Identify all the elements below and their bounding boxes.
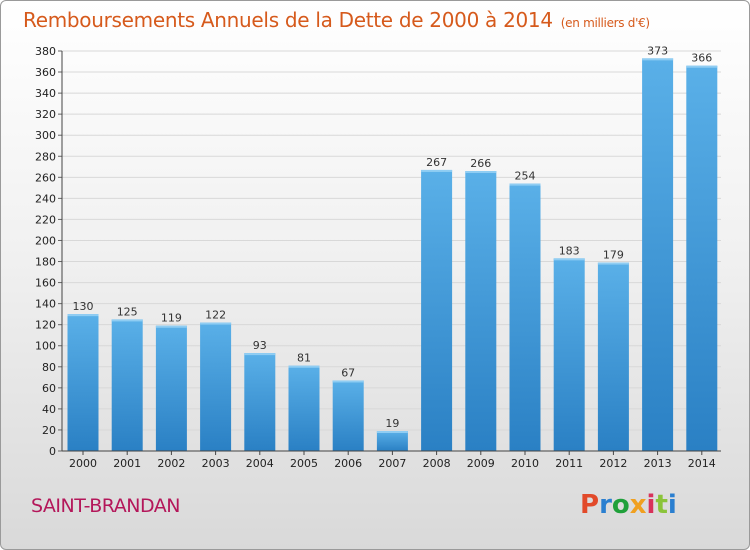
- x-tick-label: 2014: [688, 457, 716, 470]
- bar: [67, 314, 99, 451]
- bar-highlight: [288, 365, 320, 368]
- chart-title: Remboursements Annuels de la Dette de 20…: [23, 8, 650, 32]
- bar: [509, 183, 541, 451]
- y-tick-label: 100: [35, 340, 56, 353]
- bar-highlight: [509, 183, 541, 186]
- logo-letter: r: [599, 490, 612, 520]
- data-label: 93: [253, 339, 267, 352]
- bar-highlight: [244, 353, 276, 356]
- y-tick-label: 180: [35, 256, 56, 269]
- y-tick-label: 280: [35, 150, 56, 163]
- data-label: 266: [470, 157, 491, 170]
- x-tick-label: 2005: [290, 457, 318, 470]
- bar-highlight: [111, 319, 143, 322]
- data-label: 183: [559, 244, 580, 257]
- data-label: 81: [297, 352, 311, 365]
- data-label: 19: [385, 417, 399, 430]
- y-tick-label: 40: [42, 403, 56, 416]
- chart-unit: (en milliers d'€): [560, 16, 650, 30]
- y-tick-label: 220: [35, 213, 56, 226]
- x-tick-label: 2010: [511, 457, 539, 470]
- logo-letter: P: [580, 490, 600, 520]
- x-tick-label: 2006: [334, 457, 362, 470]
- bar: [597, 262, 629, 451]
- y-tick-label: 120: [35, 319, 56, 332]
- y-tick-label: 300: [35, 129, 56, 142]
- x-tick-label: 2012: [599, 457, 627, 470]
- proxiti-logo: Proxiti: [580, 490, 677, 520]
- bar-highlight: [553, 258, 585, 261]
- bar: [200, 322, 232, 451]
- y-tick-label: 260: [35, 171, 56, 184]
- data-label: 67: [341, 366, 355, 379]
- data-label: 267: [426, 156, 447, 169]
- bars: 130 125 119 122 93 81 67 19 267 266 254 183 179 373 36…: [67, 44, 718, 452]
- x-tick-label: 2002: [157, 457, 185, 470]
- x-tick-label: 2003: [202, 457, 230, 470]
- bar: [111, 319, 143, 451]
- x-tick-label: 2013: [644, 457, 672, 470]
- y-tick-label: 340: [35, 87, 56, 100]
- y-tick-label: 200: [35, 234, 56, 247]
- x-tick-label: 2001: [113, 457, 141, 470]
- y-axis: 0 20 40 60 80 100 120 140 160 180 200 220 240 260 280 3…: [35, 45, 63, 458]
- bar: [553, 258, 585, 451]
- bar-highlight: [597, 262, 629, 265]
- data-label: 119: [161, 312, 182, 325]
- y-tick-label: 60: [42, 382, 56, 395]
- data-label: 130: [73, 300, 94, 313]
- bar: [332, 380, 364, 451]
- data-label: 122: [205, 309, 226, 322]
- commune-name: SAINT-BRANDAN: [31, 495, 180, 517]
- logo-letter: i: [646, 490, 656, 520]
- bar-highlight: [67, 314, 99, 317]
- y-tick-label: 0: [49, 445, 56, 458]
- y-tick-label: 240: [35, 192, 56, 205]
- bar-highlight: [421, 169, 453, 172]
- x-tick-label: 2008: [423, 457, 451, 470]
- data-label: 366: [691, 52, 712, 65]
- bar: [288, 365, 320, 451]
- x-tick-label: 2007: [378, 457, 406, 470]
- data-label: 254: [515, 170, 536, 183]
- x-tick-label: 2011: [555, 457, 583, 470]
- bar: [465, 171, 497, 451]
- y-tick-label: 160: [35, 277, 56, 290]
- y-tick-label: 360: [35, 66, 56, 79]
- bar: [244, 353, 276, 451]
- logo-letter: i: [667, 490, 677, 520]
- x-axis: 2000 2001 2002 2003 2004 2005 2006 2007 2008 2009…: [62, 450, 721, 470]
- bar: [376, 431, 408, 451]
- bar-highlight: [332, 380, 364, 383]
- bar-highlight: [376, 431, 408, 433]
- bar: [155, 325, 187, 451]
- logo-letter: o: [611, 490, 630, 520]
- logo-letter: t: [655, 490, 668, 520]
- bar-highlight: [155, 325, 187, 328]
- bar-highlight: [465, 171, 497, 173]
- bar: [686, 65, 718, 451]
- logo-letter: x: [629, 490, 647, 520]
- data-label: 125: [117, 305, 138, 318]
- x-tick-label: 2004: [246, 457, 274, 470]
- data-label: 373: [647, 44, 668, 57]
- y-tick-label: 20: [42, 424, 56, 437]
- y-tick-label: 140: [35, 298, 56, 311]
- x-tick-label: 2000: [69, 457, 97, 470]
- chart-title-text: Remboursements Annuels de la Dette de 20…: [23, 8, 553, 32]
- y-tick-label: 380: [35, 45, 56, 58]
- x-tick-label: 2009: [467, 457, 495, 470]
- y-tick-label: 320: [35, 108, 56, 121]
- bar-highlight: [686, 65, 718, 68]
- bar: [642, 58, 674, 452]
- bar: [421, 169, 453, 451]
- data-label: 179: [603, 249, 624, 262]
- y-tick-label: 80: [42, 361, 56, 374]
- bar-highlight: [642, 58, 674, 61]
- bar-highlight: [200, 322, 232, 325]
